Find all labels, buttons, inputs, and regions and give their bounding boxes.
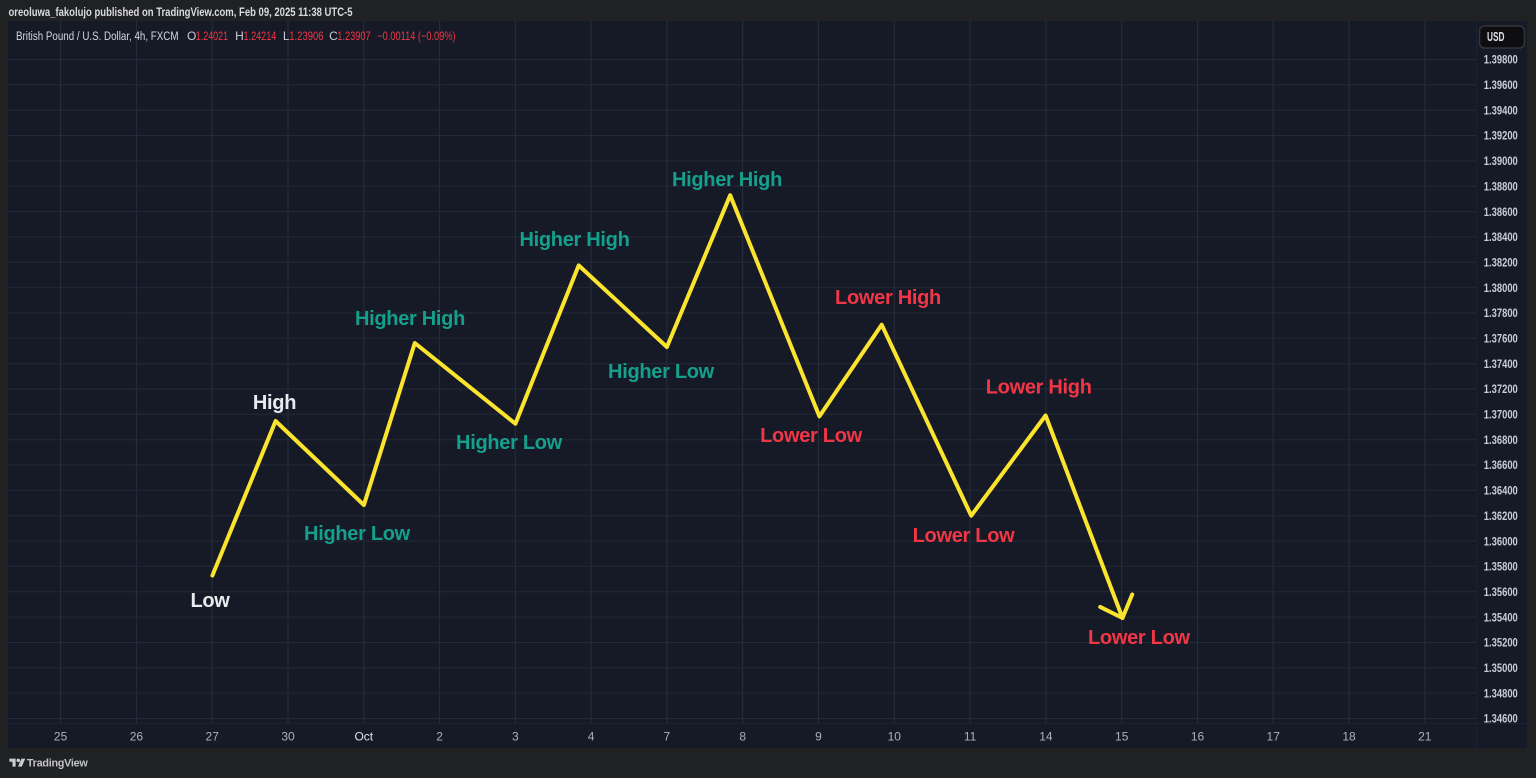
svg-text:30: 30 — [281, 729, 295, 743]
svg-text:16: 16 — [1191, 729, 1205, 743]
svg-text:Higher Low: Higher Low — [456, 432, 563, 454]
svg-text:−0.00114 (−0.09%): −0.00114 (−0.09%) — [377, 29, 455, 43]
svg-text:1.36800: 1.36800 — [1484, 435, 1518, 447]
svg-text:1.36400: 1.36400 — [1484, 486, 1518, 498]
svg-text:21: 21 — [1418, 729, 1432, 743]
svg-text:Oct: Oct — [354, 729, 373, 743]
svg-text:1.36000: 1.36000 — [1484, 536, 1518, 548]
svg-text:14: 14 — [1039, 729, 1053, 743]
svg-text:15: 15 — [1115, 729, 1129, 743]
svg-text:1.38400: 1.38400 — [1484, 232, 1518, 244]
svg-text:Lower Low: Lower Low — [760, 425, 862, 447]
svg-text:1.34600: 1.34600 — [1484, 714, 1518, 726]
svg-text:1.38800: 1.38800 — [1484, 181, 1518, 193]
svg-text:1.35600: 1.35600 — [1484, 587, 1518, 599]
svg-text:O: O — [187, 29, 196, 43]
svg-text:High: High — [253, 392, 296, 414]
svg-text:1.37000: 1.37000 — [1484, 410, 1518, 422]
svg-text:Lower High: Lower High — [986, 377, 1092, 399]
svg-text:Lower Low: Lower Low — [1088, 627, 1190, 649]
svg-text:Higher High: Higher High — [355, 308, 465, 330]
svg-text:1.37400: 1.37400 — [1484, 359, 1518, 371]
svg-text:1.39000: 1.39000 — [1484, 156, 1518, 168]
svg-text:8: 8 — [739, 729, 746, 743]
svg-text:1.36600: 1.36600 — [1484, 460, 1518, 472]
svg-text:1.39800: 1.39800 — [1484, 55, 1518, 67]
svg-text:Higher Low: Higher Low — [608, 361, 715, 383]
svg-text:1.38200: 1.38200 — [1484, 258, 1518, 270]
svg-text:17: 17 — [1267, 729, 1281, 743]
svg-text:British Pound / U.S. Dollar, 4: British Pound / U.S. Dollar, 4h, FXCM — [16, 29, 179, 43]
svg-text:1.35200: 1.35200 — [1484, 638, 1518, 650]
svg-text:1.38000: 1.38000 — [1484, 283, 1518, 295]
svg-text:1.23907: 1.23907 — [337, 29, 371, 43]
svg-text:H: H — [235, 29, 244, 43]
svg-text:11: 11 — [964, 729, 977, 743]
svg-text:1.34800: 1.34800 — [1484, 688, 1518, 700]
svg-text:7: 7 — [664, 729, 671, 743]
svg-text:TradingView: TradingView — [27, 757, 89, 769]
svg-text:1.24021: 1.24021 — [196, 29, 229, 43]
svg-text:USD: USD — [1487, 30, 1505, 44]
svg-text:1.35400: 1.35400 — [1484, 612, 1518, 624]
svg-text:L: L — [283, 29, 290, 43]
svg-text:Lower High: Lower High — [835, 287, 941, 309]
svg-text:2: 2 — [436, 729, 443, 743]
svg-text:25: 25 — [54, 729, 68, 743]
svg-text:1.37800: 1.37800 — [1484, 308, 1518, 320]
svg-text:4: 4 — [588, 729, 595, 743]
svg-text:1.35000: 1.35000 — [1484, 663, 1518, 675]
svg-text:1.39400: 1.39400 — [1484, 105, 1518, 117]
svg-text:27: 27 — [206, 729, 220, 743]
svg-text:Higher High: Higher High — [672, 169, 782, 191]
svg-text:Low: Low — [190, 590, 230, 612]
svg-text:Higher High: Higher High — [519, 229, 629, 251]
svg-text:1.35800: 1.35800 — [1484, 562, 1518, 574]
svg-text:26: 26 — [130, 729, 144, 743]
svg-text:Lower Low: Lower Low — [913, 525, 1015, 547]
svg-text:3: 3 — [512, 729, 519, 743]
svg-text:oreoluwa_fakolujo published on: oreoluwa_fakolujo published on TradingVi… — [9, 5, 353, 19]
svg-text:18: 18 — [1342, 729, 1356, 743]
svg-text:9: 9 — [815, 729, 822, 743]
svg-text:1.36200: 1.36200 — [1484, 511, 1518, 523]
svg-text:1.38600: 1.38600 — [1484, 207, 1518, 219]
svg-text:1.39600: 1.39600 — [1484, 80, 1518, 92]
svg-text:1.37600: 1.37600 — [1484, 334, 1518, 346]
svg-text:C: C — [329, 29, 338, 43]
svg-text:1.23906: 1.23906 — [289, 29, 323, 43]
svg-text:1.39200: 1.39200 — [1484, 131, 1518, 143]
svg-text:1.37200: 1.37200 — [1484, 384, 1518, 396]
svg-text:Higher Low: Higher Low — [304, 523, 411, 545]
svg-text:1.24214: 1.24214 — [244, 29, 277, 43]
svg-text:10: 10 — [888, 729, 902, 743]
